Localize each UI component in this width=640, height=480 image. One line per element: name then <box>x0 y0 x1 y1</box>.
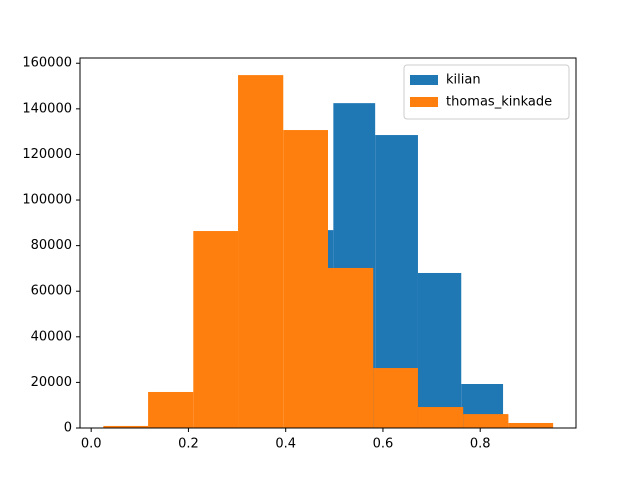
y-tick-label: 140000 <box>22 101 72 116</box>
x-tick-label: 0.2 <box>178 437 199 452</box>
legend-swatch <box>410 97 438 107</box>
x-tick-label: 0.0 <box>81 437 102 452</box>
bar <box>148 391 194 428</box>
bar <box>238 75 284 429</box>
bar <box>373 368 418 428</box>
legend-label: kilian <box>446 73 481 88</box>
legend-swatch <box>410 75 438 85</box>
bar <box>193 231 239 428</box>
bar <box>103 425 149 428</box>
y-tick-label: 120000 <box>22 147 72 162</box>
y-tick-label: 160000 <box>22 56 72 71</box>
bar <box>508 422 554 428</box>
bar <box>417 272 462 428</box>
x-tick-label: 0.8 <box>470 437 491 452</box>
x-tick-label: 0.4 <box>275 437 296 452</box>
legend-label: thomas_kinkade <box>446 95 552 110</box>
y-tick-label: 0 <box>64 421 72 436</box>
bar <box>328 267 374 428</box>
x-tick-label: 0.6 <box>373 437 394 452</box>
y-tick-label: 20000 <box>31 375 72 390</box>
bar <box>283 130 328 428</box>
plot-frame <box>79 57 577 429</box>
y-tick-label: 40000 <box>31 329 72 344</box>
y-tick-label: 60000 <box>31 284 72 299</box>
y-tick-label: 100000 <box>22 193 72 208</box>
bar <box>417 407 464 428</box>
legend: kilian thomas_kinkade <box>403 64 570 120</box>
legend-frame <box>403 64 570 120</box>
bar <box>463 414 509 428</box>
y-tick-label: 80000 <box>31 238 72 253</box>
